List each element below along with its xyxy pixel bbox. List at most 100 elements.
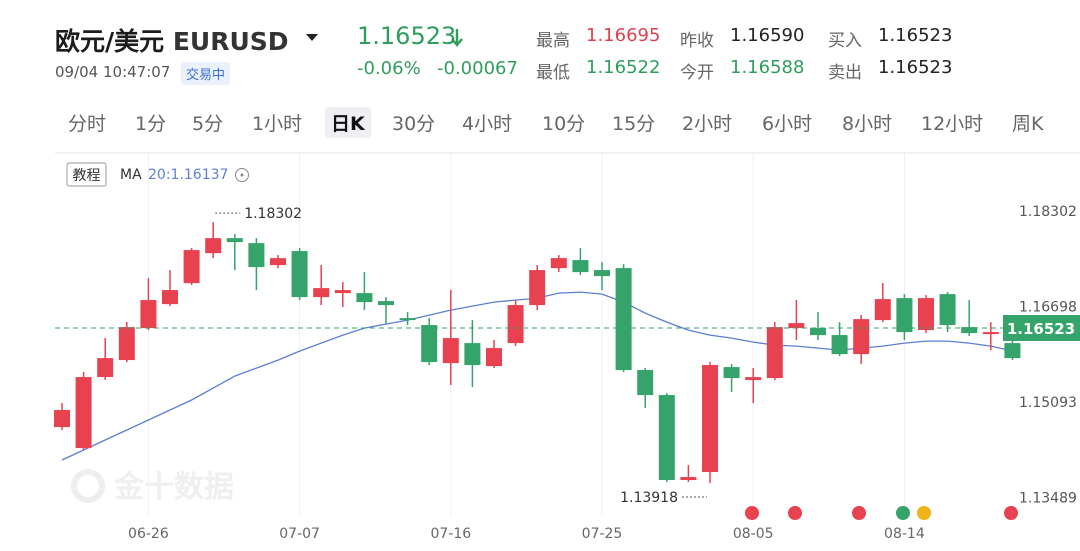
event-dot — [917, 506, 931, 520]
candle-body — [334, 290, 351, 294]
stat-value: 1.16523 — [878, 25, 953, 46]
candle-body — [939, 294, 956, 326]
stat-value: 1.16523 — [878, 57, 953, 78]
candle-body — [702, 365, 718, 473]
candle-body — [1004, 343, 1021, 359]
instrument-name: 欧元/美元 — [55, 27, 165, 56]
chart-left-strip — [0, 153, 55, 551]
y-tick-label: 1.13489 — [1019, 491, 1077, 507]
candle-body — [615, 268, 632, 371]
legend-settings[interactable] — [235, 168, 249, 182]
stat-label: 卖出 — [828, 63, 862, 83]
candle-body — [918, 298, 934, 331]
datetime: 09/04 10:47:07 — [55, 63, 171, 81]
legend-value: 20:1.16137 — [148, 167, 228, 183]
candle-body — [270, 258, 286, 266]
timeframe-tab[interactable]: 8小时 — [842, 113, 893, 135]
legend-settings-dot — [240, 173, 244, 177]
candle-body — [140, 300, 157, 329]
stat-value: 1.16588 — [730, 57, 805, 78]
timeframe-tab[interactable]: 日K — [325, 107, 371, 138]
candle-body — [810, 328, 826, 336]
stat-value: 1.16695 — [586, 25, 661, 46]
low-annotation: 1.13918 — [620, 490, 678, 506]
candle-body — [550, 258, 567, 269]
timeframe-tab[interactable]: 分时 — [68, 113, 107, 135]
candle-body — [637, 370, 654, 396]
candle-body — [507, 305, 524, 344]
candle-body — [378, 301, 394, 306]
stat-value: 1.16522 — [586, 57, 661, 78]
candle-body — [356, 293, 373, 303]
legend-name: MA — [120, 167, 142, 183]
stat-value: 1.16590 — [730, 25, 805, 46]
event-dot — [852, 506, 866, 520]
candle-body — [291, 251, 308, 298]
candle-body — [399, 318, 416, 321]
current-price-label: 1.16523 — [1007, 320, 1075, 338]
candle-body — [421, 325, 438, 363]
timeframe-tab[interactable]: 2小时 — [682, 113, 733, 135]
stat-label: 最低 — [536, 63, 570, 83]
y-tick-label: 1.16698 — [1019, 300, 1077, 316]
symbol: EURUSD — [172, 27, 289, 56]
candle-body — [442, 338, 459, 364]
timeframe-tab[interactable]: 6小时 — [762, 113, 813, 135]
event-dot — [1004, 506, 1018, 520]
candle-body — [97, 358, 114, 378]
tutorial-button[interactable] — [66, 162, 107, 187]
timeframe-tab[interactable]: 周K — [1012, 113, 1044, 135]
candle-body — [162, 290, 178, 305]
timeframe-tab[interactable]: 15分 — [612, 113, 656, 135]
timeframe-tab[interactable]: 1小时 — [252, 113, 303, 135]
candle-body — [118, 327, 135, 361]
candle-body — [486, 348, 502, 367]
stat-label: 买入 — [828, 31, 862, 51]
status: 交易中 — [181, 62, 231, 85]
dropdown-caret[interactable] — [306, 34, 318, 41]
timeframe-tab[interactable]: 1分 — [135, 113, 167, 135]
watermark: 金十数据 — [113, 470, 234, 505]
candle-body — [680, 477, 697, 481]
candle-body — [226, 238, 243, 243]
x-tick-label: 07-25 — [582, 526, 623, 542]
timeframe-tab[interactable]: 4小时 — [462, 113, 513, 135]
ma-line — [61, 291, 1013, 461]
tutorial-label: 教程 — [73, 168, 101, 184]
stat-label: 昨收 — [680, 31, 714, 51]
candle-body — [766, 327, 783, 379]
candle-body — [788, 323, 805, 329]
candle-body — [831, 335, 848, 355]
x-tick-label: 08-14 — [884, 526, 925, 542]
high-annotation: 1.18302 — [244, 206, 302, 222]
down-arrow — [451, 29, 463, 47]
timeframe-tab[interactable]: 5分 — [192, 113, 224, 135]
x-tick-label: 08-05 — [733, 526, 774, 542]
x-tick-label: 07-16 — [430, 526, 471, 542]
timeframe-tab[interactable]: 10分 — [542, 113, 586, 135]
candle-body — [723, 367, 740, 379]
stat-label: 今开 — [680, 63, 714, 83]
candle-body — [529, 270, 546, 306]
candle-body — [313, 288, 330, 298]
change-abs: -0.00067 — [437, 58, 518, 79]
candle-body — [745, 377, 762, 381]
y-tick-label: 1.15093 — [1019, 395, 1077, 411]
candle-body — [982, 332, 999, 335]
current-price-box — [1003, 314, 1080, 341]
x-tick-label: 07-07 — [279, 526, 320, 542]
watermark-logo — [71, 469, 105, 503]
candle-body — [54, 410, 70, 428]
candle-body — [853, 319, 870, 355]
timeframe-tab[interactable]: 30分 — [392, 113, 436, 135]
candle-body — [874, 299, 891, 321]
x-tick-label: 06-26 — [128, 526, 169, 542]
candle-body — [248, 243, 265, 268]
y-tick-label: 1.18302 — [1019, 204, 1077, 220]
candle-body — [594, 270, 610, 277]
timeframe-tab[interactable]: 12小时 — [921, 113, 984, 135]
candle-body — [183, 250, 200, 284]
candle-body — [205, 238, 222, 254]
